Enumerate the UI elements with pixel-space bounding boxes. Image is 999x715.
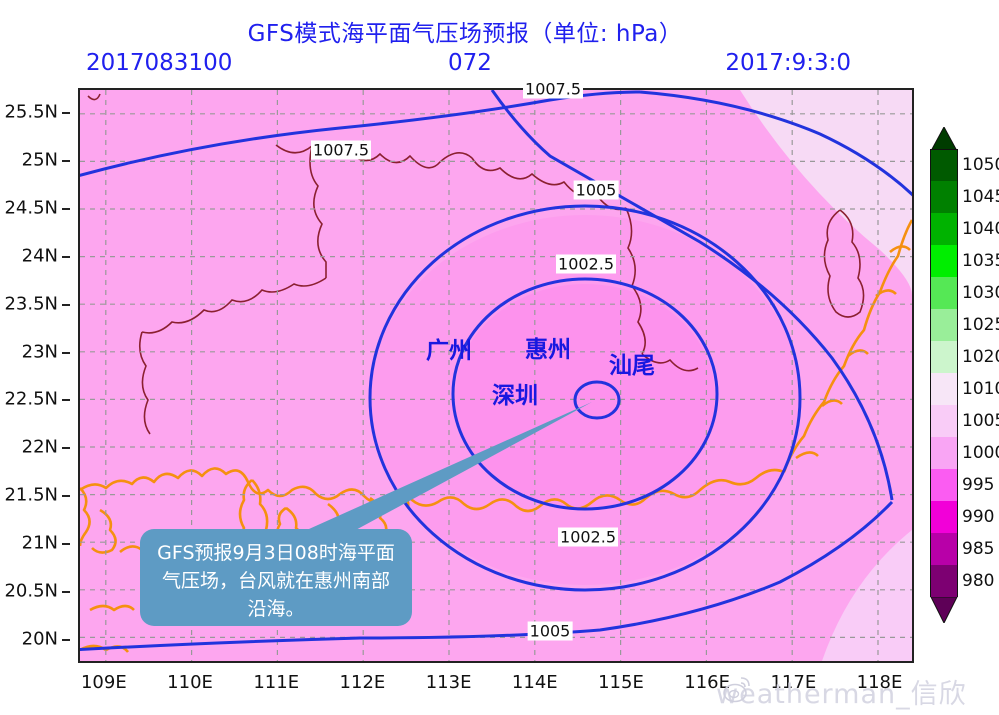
longitude-tick-label: 118E	[856, 672, 903, 693]
longitude-tick-label: 115E	[598, 672, 644, 693]
colorbar-tick-label: 1005	[962, 411, 999, 431]
weibo-logo-icon	[723, 677, 750, 703]
longitude-tick-label: 116E	[684, 672, 731, 693]
colorbar-swatch	[930, 277, 958, 309]
colorbar-tick-label: 1020	[962, 347, 999, 367]
forecast-hour: 072	[448, 50, 492, 76]
colorbar-bottom-arrow	[930, 597, 958, 623]
latitude-tick-label: 20N	[21, 628, 58, 650]
colorbar-swatch	[930, 533, 958, 565]
page-title: GFS模式海平面气压场预报（单位: hPa）	[247, 21, 683, 47]
longitude-tick-label: 111E	[253, 672, 300, 693]
city-label-shanwei: 汕尾	[609, 353, 655, 379]
latitude-tick-label: 24N	[21, 245, 58, 267]
latitude-tick-label: 24.5N	[4, 197, 58, 219]
longitude-tick-label: 114E	[511, 672, 558, 693]
contour-label: 1002.5	[558, 527, 618, 547]
city-label-shenzhen: 深圳	[492, 383, 538, 409]
latitude-tick-mark	[62, 447, 70, 450]
latitude-tick-label: 22.5N	[4, 388, 58, 410]
colorbar-tick-label: 980	[962, 571, 995, 591]
colorbar-swatch	[930, 181, 958, 213]
city-label-guangzhou: 广州	[426, 338, 472, 364]
colorbar-swatch	[930, 309, 958, 341]
colorbar-swatch	[930, 373, 958, 405]
latitude-tick-label: 21N	[21, 532, 58, 554]
latitude-tick-mark	[62, 495, 70, 498]
latitude-tick-mark	[62, 159, 70, 162]
longitude-axis: 109E 110E 111E 112E 113E 114E 115E 116E 117E 118E	[78, 666, 914, 696]
latitude-tick-label: 22N	[21, 436, 58, 458]
colorbar-tick-label: 995	[962, 475, 995, 495]
colorbar-swatch	[930, 501, 958, 533]
grid-layer	[80, 90, 912, 661]
longitude-tick-label: 110E	[167, 672, 213, 693]
colorbar-tick-label: 1045	[962, 187, 999, 207]
contour-label: 1007.5	[311, 140, 371, 160]
longitude-tick-label: 117E	[770, 672, 817, 693]
colorbar-swatch	[930, 565, 958, 597]
latitude-tick-mark	[62, 207, 70, 210]
colorbar-swatch	[930, 405, 958, 437]
colorbar-swatch	[930, 213, 958, 245]
colorbar-swatch	[930, 341, 958, 373]
latitude-tick-label: 23.5N	[4, 293, 58, 315]
latitude-tick-mark	[62, 591, 70, 594]
valid-time: 2017:9:3:0	[725, 50, 851, 76]
colorbar-tick-label: 985	[962, 539, 995, 559]
colorbar-tick-label: 1035	[962, 251, 999, 271]
latitude-tick-mark	[62, 351, 70, 354]
colorbar-tick-label: 1030	[962, 283, 999, 303]
latitude-tick-label: 21.5N	[4, 484, 58, 506]
model-run-initial-time: 2017083100	[86, 50, 233, 76]
latitude-tick-label: 25N	[21, 149, 58, 171]
annotation-callout: GFS预报9月3日08时海平面气压场，台风就在惠州南部沿海。	[140, 529, 412, 626]
contour-label: 1002.5	[556, 254, 616, 274]
latitude-tick-label: 20.5N	[4, 580, 58, 602]
colorbar-swatch	[930, 245, 958, 277]
latitude-tick-mark	[62, 111, 70, 114]
latitude-axis: 25.5N 25N 24.5N 24N 23.5N 23N 22.5N 22N 21.5N 21N…	[0, 88, 70, 663]
colorbar-swatch	[930, 437, 958, 469]
colorbar-swatch	[930, 149, 958, 182]
contour-label: 1005	[527, 621, 573, 641]
colorbar-tick-label: 1050	[962, 155, 999, 175]
latitude-tick-mark	[62, 639, 70, 642]
city-label-huizhou: 惠州	[525, 337, 571, 363]
watermark: weatherman_信欣	[716, 679, 967, 710]
longitude-tick-label: 113E	[425, 672, 472, 693]
colorbar-top-arrow	[930, 127, 958, 151]
annotation-callout-text: GFS预报9月3日08时海平面气压场，台风就在惠州南部沿海。	[157, 542, 395, 620]
colorbar-swatch	[930, 469, 958, 501]
longitude-tick-label: 109E	[80, 672, 127, 693]
latitude-tick-mark	[62, 255, 70, 258]
latitude-tick-mark	[62, 303, 70, 306]
contour-label: 1007.5	[523, 79, 583, 99]
latitude-tick-mark	[62, 543, 70, 546]
latitude-tick-mark	[62, 399, 70, 402]
latitude-tick-label: 23N	[21, 341, 58, 363]
latitude-tick-label: 25.5N	[4, 101, 58, 123]
longitude-tick-label: 112E	[339, 672, 386, 693]
colorbar-tick-label: 1025	[962, 315, 999, 335]
colorbar-tick-label: 1010	[962, 379, 999, 399]
pressure-colorbar: 1050 1045 1040 1035 1030 1025 1020 1010 1005 1000…	[930, 127, 999, 627]
colorbar-tick-label: 990	[962, 507, 995, 527]
colorbar-tick-label: 1040	[962, 219, 999, 239]
callout-pointer	[280, 402, 592, 558]
contour-label: 1005	[573, 180, 619, 200]
